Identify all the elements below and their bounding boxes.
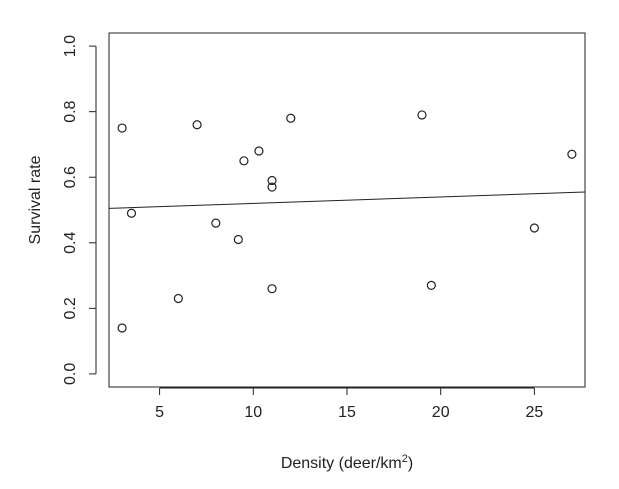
data-point <box>529 223 540 233</box>
y-axis: 0.0 0.2 0.4 0.6 0.8 1.0 <box>62 35 97 385</box>
x-tick-label: 10 <box>244 404 262 421</box>
x-axis-label-superscript: 2 <box>402 453 408 465</box>
data-point <box>254 146 264 156</box>
regression-line <box>108 191 586 209</box>
data-point <box>417 110 427 120</box>
plot-area-border <box>108 32 586 388</box>
data-point <box>117 323 127 333</box>
data-point <box>117 123 127 133</box>
y-tick-label: 0.0 <box>62 363 79 385</box>
x-axis: 5 10 15 20 25 <box>155 387 544 421</box>
data-point <box>233 234 243 245</box>
y-tick-label: 0.2 <box>62 297 79 319</box>
data-point <box>239 156 249 166</box>
data-point <box>267 175 277 186</box>
y-tick-label: 0.6 <box>62 166 79 188</box>
x-axis-label-suffix: ) <box>408 455 413 472</box>
regression-line-layer <box>108 191 586 209</box>
data-point <box>567 149 577 159</box>
x-tick-label: 5 <box>155 404 164 421</box>
y-tick-label: 0.8 <box>62 100 79 122</box>
x-tick-label: 25 <box>526 404 544 421</box>
x-tick-label: 15 <box>338 404 356 421</box>
data-point <box>173 293 183 304</box>
data-point <box>211 218 221 228</box>
data-point <box>267 182 277 192</box>
data-points <box>117 110 577 333</box>
y-axis-label: Survival rate <box>27 155 44 244</box>
data-point <box>426 280 436 290</box>
data-point <box>286 113 296 123</box>
y-tick-label: 1.0 <box>62 35 79 57</box>
x-axis-label: Density (deer/km2) <box>281 453 413 472</box>
x-tick-label: 20 <box>432 404 450 421</box>
data-point <box>192 120 202 130</box>
y-tick-label: 0.4 <box>62 232 79 254</box>
data-point <box>126 208 137 218</box>
data-point <box>267 284 277 294</box>
